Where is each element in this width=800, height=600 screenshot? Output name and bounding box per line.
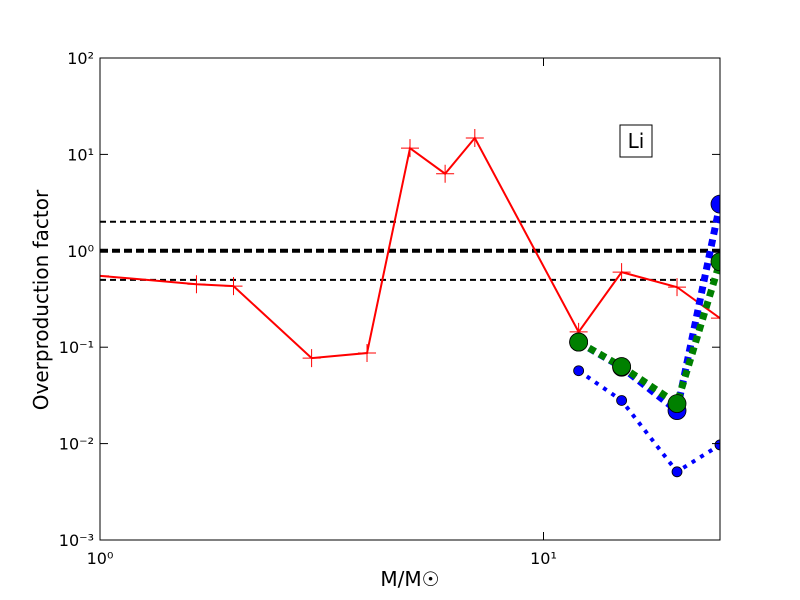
plot-frame — [99, 57, 721, 541]
point-marker — [100, 266, 109, 285]
x-tick-label: 10⁰ — [87, 549, 114, 568]
series-line — [576, 203, 720, 417]
y-tick-label: 10² — [67, 49, 94, 68]
annotation: Li — [628, 129, 645, 153]
series-line — [100, 136, 720, 360]
point-marker — [667, 394, 687, 413]
point-marker — [465, 128, 484, 147]
y-tick-label: 10⁻¹ — [59, 338, 94, 357]
point-marker — [671, 466, 683, 478]
annotation-box — [619, 124, 653, 158]
point-marker — [302, 349, 321, 368]
y-tick-label: 10¹ — [67, 145, 94, 164]
point-marker — [710, 252, 720, 272]
point-marker — [612, 263, 631, 282]
point-marker — [616, 395, 628, 406]
plot-area — [100, 128, 720, 478]
point-marker — [573, 365, 585, 377]
point-marker — [358, 344, 377, 363]
point-marker — [711, 309, 720, 328]
y-axis-label: Overproduction factor — [29, 189, 53, 410]
point-marker — [710, 194, 720, 214]
x-tick-label: 10¹ — [530, 549, 557, 568]
y-tick-label: 10⁰ — [67, 242, 94, 261]
point-marker — [668, 278, 687, 297]
point-marker — [436, 164, 455, 183]
series-line — [576, 260, 720, 410]
axes: 10⁻³ 10⁻² 10⁻¹ 10⁰ 10¹ 10² 10⁰ 10¹ Li — [59, 49, 720, 568]
y-tick-label: 10⁻³ — [59, 531, 94, 550]
y-tick-label: 10⁻² — [59, 435, 94, 454]
point-marker — [187, 275, 206, 294]
point-marker — [224, 277, 243, 296]
x-axis-label: M/M☉ — [380, 567, 439, 591]
point-marker — [401, 139, 419, 158]
point-marker — [569, 332, 589, 352]
series-line — [577, 369, 720, 475]
point-marker — [612, 357, 632, 376]
point-marker — [714, 439, 720, 451]
